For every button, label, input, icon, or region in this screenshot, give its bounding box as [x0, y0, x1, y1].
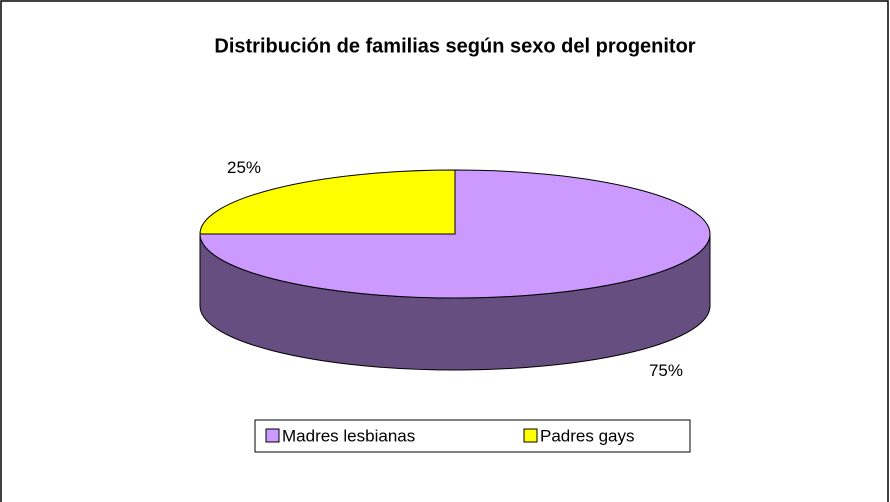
- slice: [199, 169, 711, 299]
- legend-box: [254, 419, 691, 453]
- data-label: 75%: [649, 361, 683, 380]
- chart-title: Distribución de familias según sexo del …: [214, 35, 695, 57]
- legend-swatch: [265, 428, 280, 443]
- legend-swatch: [523, 428, 538, 443]
- legend-label: Padres gays: [540, 426, 635, 445]
- legend-label: Madres lesbianas: [282, 426, 415, 445]
- slice: [199, 169, 456, 235]
- data-label: 25%: [227, 158, 261, 177]
